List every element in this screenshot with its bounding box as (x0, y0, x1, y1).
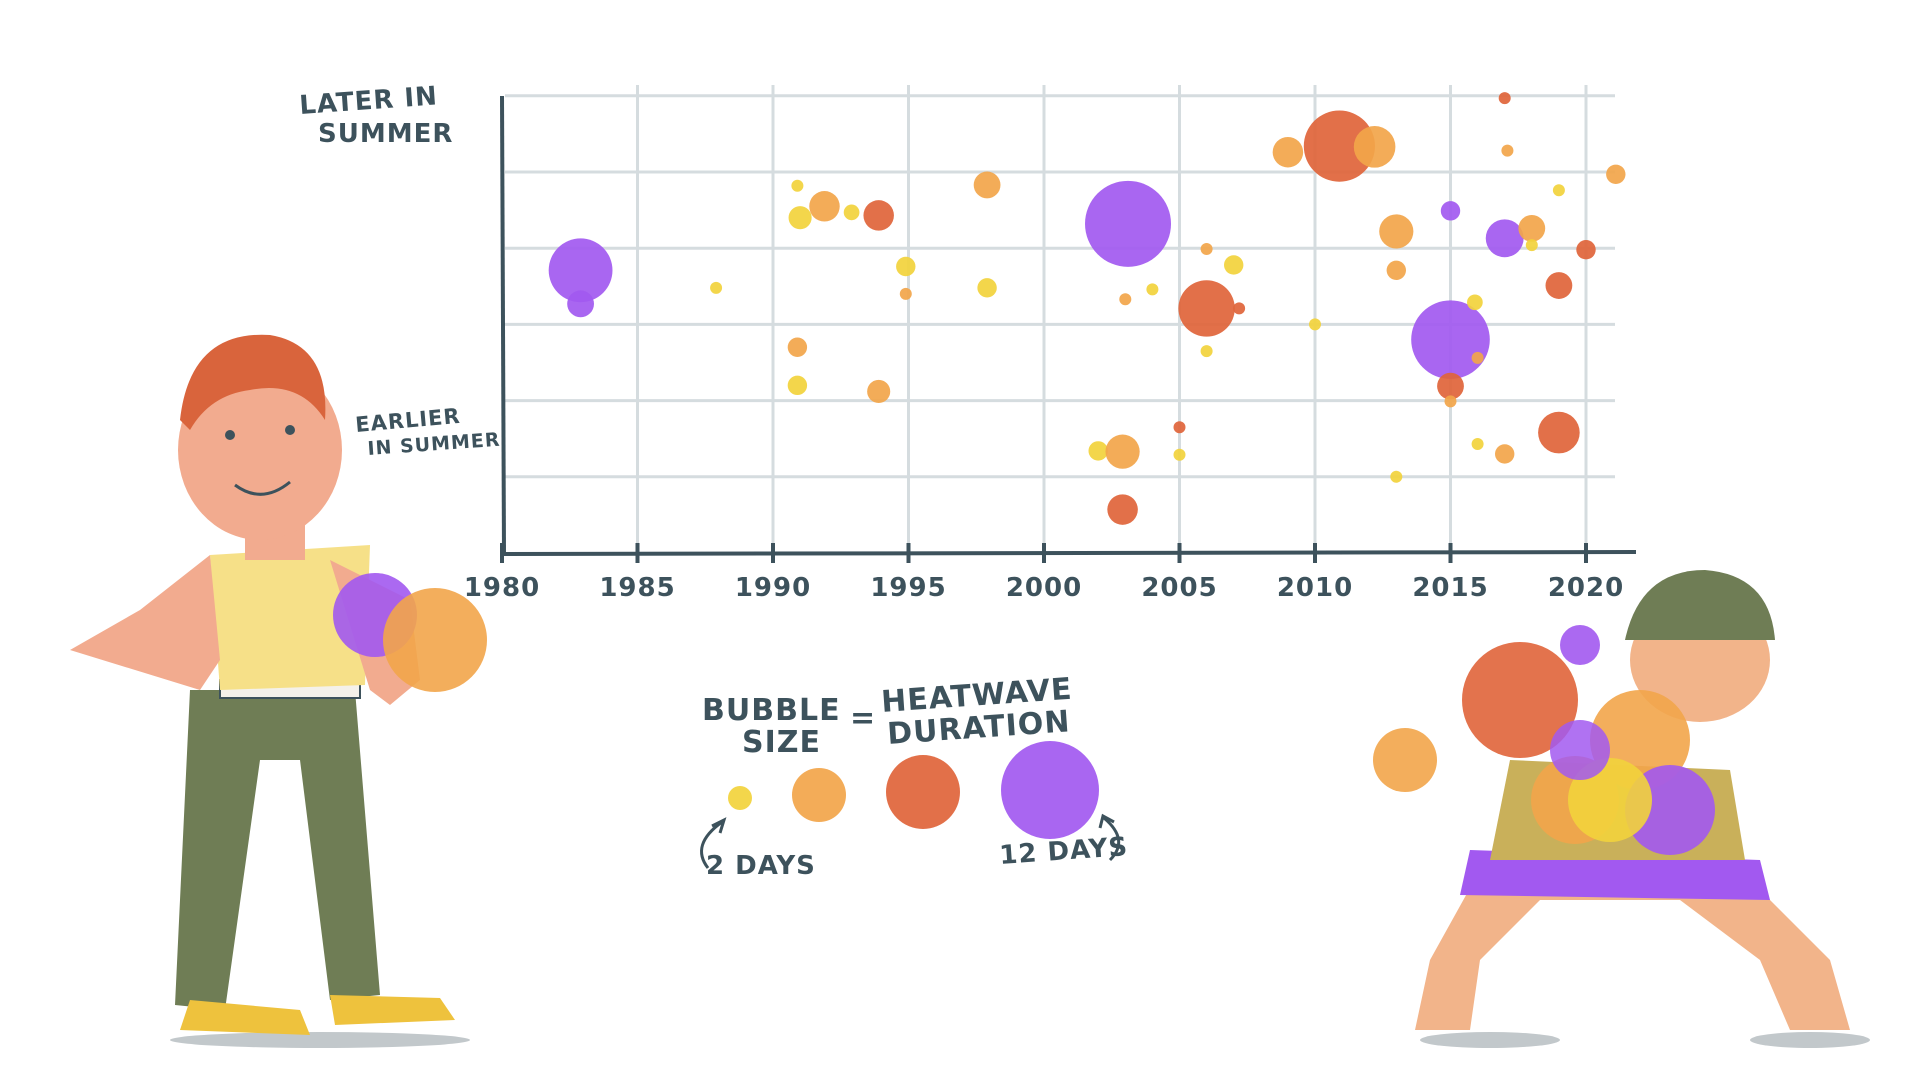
arrow-max-icon (1103, 816, 1121, 862)
y-axis (500, 95, 506, 556)
bubble (1485, 219, 1524, 258)
bubble (973, 171, 1001, 199)
bubble (1606, 164, 1626, 184)
bubble (809, 191, 840, 222)
x-tick-label: 1985 (599, 573, 675, 603)
x-tick-label: 1990 (735, 573, 811, 603)
bubble (1576, 240, 1596, 260)
bubble (1379, 214, 1414, 249)
x-tick-label: 1995 (870, 573, 946, 603)
legend-title-left-1: BUBBLE (702, 693, 841, 728)
bubble (1518, 214, 1546, 242)
legend-swatch (792, 768, 846, 822)
bubble (1467, 294, 1483, 311)
legend-title-left-2: SIZE (742, 725, 821, 760)
axes (500, 95, 1637, 556)
bubble (1440, 201, 1461, 221)
x-tick-label: 2010 (1277, 573, 1353, 603)
bubble (1119, 293, 1132, 306)
bubble (548, 238, 613, 303)
x-tick-label: 1980 (464, 573, 540, 603)
bubble (867, 379, 891, 404)
arrow-min-icon (700, 820, 723, 869)
bubble (1444, 395, 1457, 408)
bubble (710, 281, 723, 294)
legend-max-label: 12 DAYS (998, 832, 1129, 871)
bubble (1200, 345, 1213, 358)
bubble (788, 206, 812, 230)
bubble (1088, 441, 1108, 461)
bubble (1303, 110, 1375, 182)
bubble (1437, 372, 1464, 400)
x-tick-label: 2000 (1006, 573, 1082, 603)
bubble (1107, 494, 1138, 525)
bubble (1552, 184, 1565, 197)
bubble (1353, 126, 1396, 168)
bubble (1224, 255, 1244, 275)
bubble (1411, 300, 1490, 379)
bubble (1545, 272, 1573, 299)
bubble (1272, 136, 1304, 168)
bubble (896, 256, 916, 277)
bubble (1495, 444, 1515, 464)
legend-swatch (886, 755, 960, 829)
bubble (787, 337, 808, 357)
bubble (1173, 421, 1186, 434)
bubble (977, 278, 997, 298)
x-ticks: 1980 1985 1990 1995 2000 2005 2010 2015 2020 (464, 543, 1624, 603)
bubble (1173, 448, 1186, 461)
legend-swatch (1001, 741, 1099, 839)
bubble (1178, 280, 1235, 337)
legend-min-label: 2 DAYS (706, 851, 816, 881)
bubble (1105, 434, 1140, 469)
legend-swatch (728, 786, 752, 810)
legend-equals: = (850, 701, 876, 736)
bubble (863, 200, 894, 231)
y-label-top-1: LATER IN (298, 81, 438, 121)
x-tick-label: 2015 (1412, 573, 1488, 603)
bubble (1386, 260, 1407, 280)
x-axis (501, 550, 1637, 556)
bubble (567, 290, 594, 318)
bubble (1233, 302, 1246, 315)
bubble (1538, 411, 1580, 454)
bubble (1390, 470, 1403, 483)
man-illustration (70, 334, 487, 1048)
bubble (1146, 283, 1159, 296)
bubble (1085, 180, 1172, 267)
bubble (791, 179, 804, 192)
bubble (1525, 239, 1538, 252)
x-tick-label: 2005 (1141, 573, 1217, 603)
bubble (1309, 318, 1321, 331)
bubble (787, 375, 808, 396)
bubble (1200, 242, 1213, 255)
bubble (1498, 92, 1511, 105)
y-label-top-2: SUMMER (318, 119, 453, 149)
x-tick-label: 2020 (1548, 573, 1624, 603)
bubble (1501, 144, 1514, 157)
legend: BUBBLE SIZE = HEATWAVE DURATION 2 DAYS 1… (700, 672, 1129, 881)
bubble (1471, 438, 1484, 451)
bubble (843, 204, 860, 221)
bubble (899, 287, 912, 300)
bubbles (548, 92, 1626, 525)
bubble (1471, 351, 1484, 364)
legend-swatches (728, 741, 1099, 839)
girl-illustration (1373, 570, 1870, 1048)
